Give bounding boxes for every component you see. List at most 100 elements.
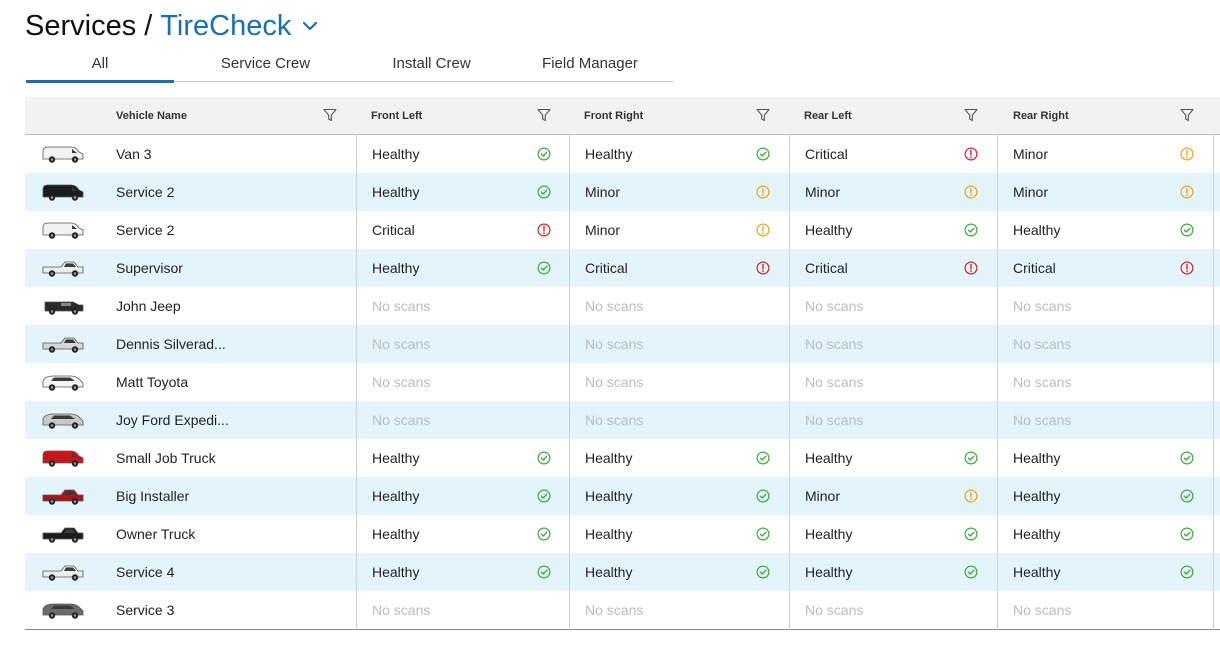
tire-status-rear-right: Healthy <box>1013 222 1061 238</box>
check-circle-icon <box>756 489 770 503</box>
vehicle-name: Van 3 <box>116 146 152 162</box>
table-row[interactable]: Service 3 No scans No scans No scans No scan… <box>25 591 1220 629</box>
tire-status-front-right: No scans <box>585 336 644 352</box>
table-row[interactable]: Service 2 Healthy Minor Minor Minor <box>25 173 1220 211</box>
tab-all[interactable]: All <box>26 50 174 83</box>
column-header-rear-left[interactable]: Rear Left <box>789 97 997 135</box>
column-divider <box>356 135 357 630</box>
table-row[interactable]: Van 3 Healthy Healthy Critical Minor <box>25 135 1220 173</box>
exclamation-circle-icon <box>537 223 551 237</box>
tire-status-front-left: Healthy <box>372 488 420 504</box>
table-row[interactable]: Big Installer Healthy Healthy Minor Healthy <box>25 477 1220 515</box>
exclamation-circle-icon <box>1180 185 1194 199</box>
exclamation-circle-icon <box>964 261 978 275</box>
tire-status-front-left: Healthy <box>372 184 420 200</box>
tire-status-rear-left: No scans <box>805 602 864 618</box>
column-header-rear-right[interactable]: Rear Right <box>997 97 1220 135</box>
vehicle-name: Service 4 <box>116 564 175 580</box>
column-header-front-left[interactable]: Front Left <box>356 97 569 135</box>
filter-icon[interactable] <box>323 108 337 122</box>
check-circle-icon <box>537 185 551 199</box>
tire-status-front-left: Healthy <box>372 564 420 580</box>
tire-status-rear-left: Minor <box>805 488 841 504</box>
grid-header: Vehicle Name Front Left Front Right Rear… <box>25 97 1220 135</box>
tire-status-rear-right: No scans <box>1013 602 1072 618</box>
tire-status-rear-left: Healthy <box>805 450 853 466</box>
white-van-icon <box>42 222 84 239</box>
silver-pickup-icon <box>42 337 84 353</box>
grid-body: Van 3 Healthy Healthy Critical Minor Service … <box>25 135 1220 630</box>
black-van-icon <box>42 184 84 201</box>
tire-status-rear-left: Critical <box>805 146 848 162</box>
check-circle-icon <box>537 261 551 275</box>
vehicle-name: Matt Toyota <box>116 374 189 390</box>
table-row[interactable]: Joy Ford Expedi... No scans No scans No sca… <box>25 401 1220 439</box>
tab-field-manager[interactable]: Field Manager <box>542 55 638 72</box>
tire-status-front-left: No scans <box>372 336 431 352</box>
check-circle-icon <box>964 565 978 579</box>
tire-status-rear-right: No scans <box>1013 412 1072 428</box>
table-row[interactable]: John Jeep No scans No scans No scans No scan… <box>25 287 1220 325</box>
tire-status-rear-right: No scans <box>1013 336 1072 352</box>
table-row[interactable]: Owner Truck Healthy Healthy Healthy Healthy <box>25 515 1220 553</box>
table-row[interactable]: Service 4 Healthy Healthy Healthy Healthy <box>25 553 1220 591</box>
filter-icon[interactable] <box>964 108 978 122</box>
tire-status-rear-left: Critical <box>805 260 848 276</box>
tire-status-front-left: Healthy <box>372 146 420 162</box>
column-header-front-right[interactable]: Front Right <box>569 97 789 135</box>
column-label: Rear Left <box>804 110 852 122</box>
tire-status-front-right: No scans <box>585 374 644 390</box>
table-row[interactable]: Matt Toyota No scans No scans No scans No sc… <box>25 363 1220 401</box>
column-divider <box>789 135 790 630</box>
white-pickup-icon <box>42 261 84 277</box>
column-header-vehicle-name[interactable]: Vehicle Name <box>25 97 356 135</box>
tire-status-rear-left: Healthy <box>805 564 853 580</box>
check-circle-icon <box>1180 565 1194 579</box>
tire-status-front-left: No scans <box>372 602 431 618</box>
tire-status-front-left: No scans <box>372 374 431 390</box>
tab-service-crew[interactable]: Service Crew <box>220 55 311 72</box>
check-circle-icon <box>964 451 978 465</box>
tire-status-front-left: No scans <box>372 298 431 314</box>
tire-status-rear-right: Healthy <box>1013 526 1061 542</box>
tire-status-rear-right: Critical <box>1013 260 1056 276</box>
column-divider <box>569 135 570 630</box>
tire-status-rear-left: Healthy <box>805 526 853 542</box>
chevron-down-icon[interactable] <box>301 17 319 35</box>
tire-status-front-left: No scans <box>372 412 431 428</box>
column-label: Front Right <box>584 110 644 122</box>
check-circle-icon <box>537 527 551 541</box>
vehicle-tire-grid: Vehicle Name Front Left Front Right Rear… <box>25 97 1220 630</box>
exclamation-circle-icon <box>756 261 770 275</box>
breadcrumb: Services / TireCheck <box>25 8 319 44</box>
tire-status-rear-left: No scans <box>805 412 864 428</box>
vehicle-name: Service 2 <box>116 184 175 200</box>
exclamation-circle-icon <box>964 185 978 199</box>
filter-icon[interactable] <box>1180 108 1194 122</box>
table-row[interactable]: Dennis Silverad... No scans No scans No sca… <box>25 325 1220 363</box>
filter-icon[interactable] <box>756 108 770 122</box>
check-circle-icon <box>756 565 770 579</box>
tire-status-front-left: Healthy <box>372 260 420 276</box>
black-pickup-icon <box>42 527 84 543</box>
red-van-icon <box>42 450 84 467</box>
check-circle-icon <box>1180 527 1194 541</box>
check-circle-icon <box>1180 223 1194 237</box>
tire-status-front-right: Healthy <box>585 450 633 466</box>
filter-icon[interactable] <box>537 108 551 122</box>
vehicle-name: Service 2 <box>116 222 175 238</box>
table-row[interactable]: Supervisor Healthy Critical Critical Critica… <box>25 249 1220 287</box>
table-row[interactable]: Service 2 Critical Minor Healthy Healthy <box>25 211 1220 249</box>
vehicle-name: Owner Truck <box>116 526 196 542</box>
tab-install-crew[interactable]: Install Crew <box>392 55 471 72</box>
check-circle-icon <box>756 451 770 465</box>
tire-status-rear-right: Healthy <box>1013 564 1061 580</box>
column-divider <box>997 135 998 630</box>
table-row[interactable]: Small Job Truck Healthy Healthy Healthy Heal… <box>25 439 1220 477</box>
vehicle-name: Supervisor <box>116 260 183 276</box>
tab-bar: All Service Crew Install Crew Field Mana… <box>26 50 674 83</box>
breadcrumb-root[interactable]: Services <box>25 9 137 42</box>
tire-status-rear-left: No scans <box>805 298 864 314</box>
breadcrumb-current[interactable]: TireCheck <box>160 9 292 42</box>
check-circle-icon <box>537 451 551 465</box>
